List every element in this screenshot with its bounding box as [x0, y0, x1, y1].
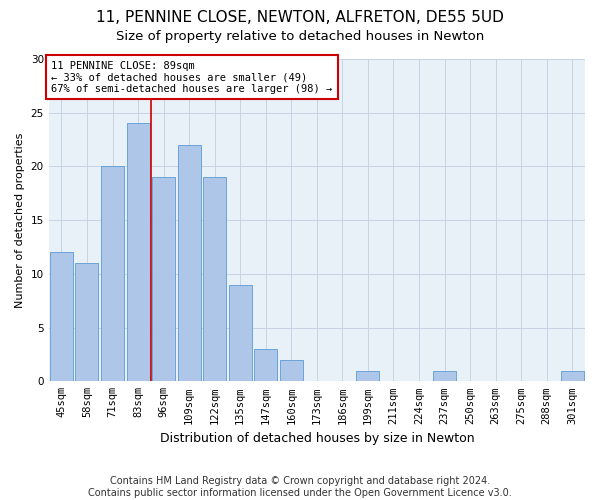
Y-axis label: Number of detached properties: Number of detached properties	[15, 132, 25, 308]
Text: Contains HM Land Registry data © Crown copyright and database right 2024.
Contai: Contains HM Land Registry data © Crown c…	[88, 476, 512, 498]
Bar	[254, 349, 277, 382]
Bar	[127, 124, 149, 382]
Text: 11 PENNINE CLOSE: 89sqm
← 33% of detached houses are smaller (49)
67% of semi-de: 11 PENNINE CLOSE: 89sqm ← 33% of detache…	[52, 60, 332, 94]
Bar	[178, 145, 200, 382]
Text: 11, PENNINE CLOSE, NEWTON, ALFRETON, DE55 5UD: 11, PENNINE CLOSE, NEWTON, ALFRETON, DE5…	[96, 10, 504, 25]
Bar	[356, 370, 379, 382]
Bar	[101, 166, 124, 382]
Bar	[229, 284, 252, 382]
Bar	[433, 370, 456, 382]
Bar	[76, 263, 98, 382]
Bar	[203, 177, 226, 382]
Bar	[561, 370, 584, 382]
Bar	[152, 177, 175, 382]
Text: Size of property relative to detached houses in Newton: Size of property relative to detached ho…	[116, 30, 484, 43]
X-axis label: Distribution of detached houses by size in Newton: Distribution of detached houses by size …	[160, 432, 474, 445]
Bar	[280, 360, 303, 382]
Bar	[50, 252, 73, 382]
